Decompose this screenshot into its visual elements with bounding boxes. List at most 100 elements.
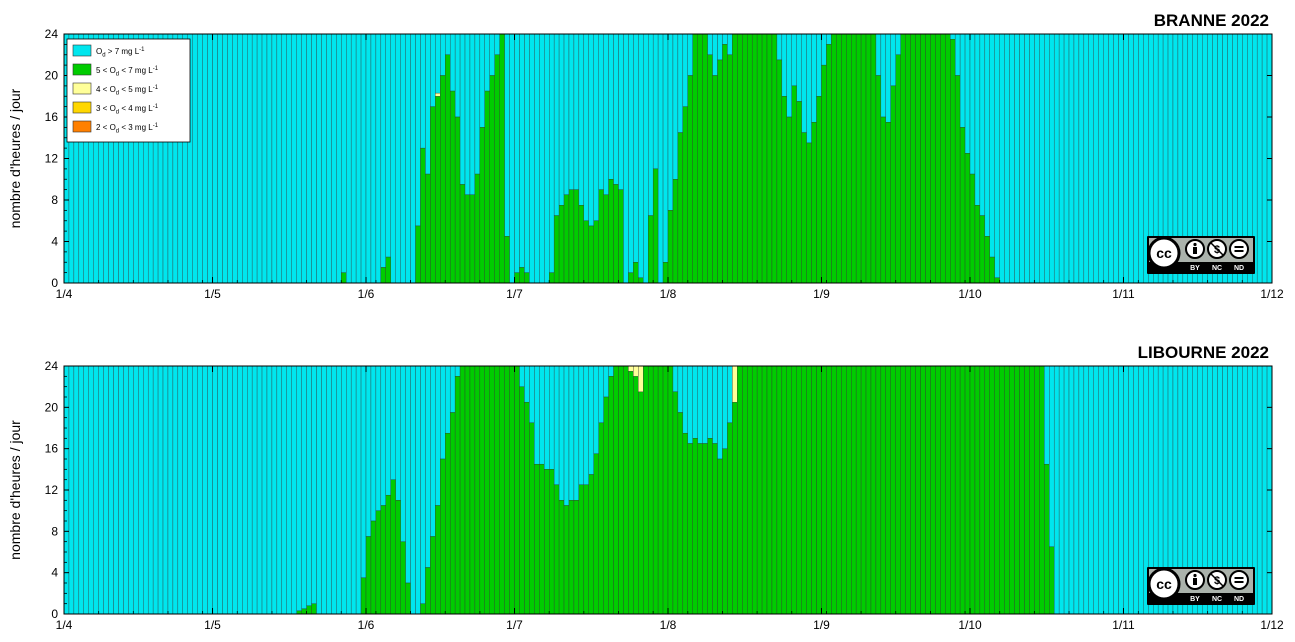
by-icon bbox=[1185, 239, 1205, 259]
bar-od-above-7 bbox=[445, 33, 451, 55]
bar-od-5-7 bbox=[855, 365, 862, 615]
bar-od-5-7 bbox=[370, 520, 377, 615]
bar-od-above-7 bbox=[558, 365, 565, 501]
bar-od-above-7 bbox=[306, 33, 312, 284]
bar-od-above-7 bbox=[1138, 365, 1144, 615]
bar-od-5-7 bbox=[791, 365, 797, 615]
bar-od-above-7 bbox=[657, 33, 664, 284]
bar-od-above-7 bbox=[281, 365, 287, 615]
bar-od-above-7 bbox=[672, 33, 679, 180]
bar-od-above-7 bbox=[157, 365, 164, 615]
bar-od-5-7 bbox=[652, 168, 659, 284]
y-tick-label: 12 bbox=[45, 152, 59, 166]
bar-od-5-7 bbox=[717, 59, 723, 284]
bar-od-above-7 bbox=[776, 33, 783, 61]
bar-od-5-7 bbox=[301, 608, 307, 615]
bar-od-above-7 bbox=[296, 365, 302, 612]
bar-od-above-7 bbox=[583, 33, 589, 221]
bar-od-5-7 bbox=[1044, 463, 1050, 615]
bar-od-above-7 bbox=[435, 365, 441, 506]
bar-od-5-7 bbox=[454, 376, 461, 615]
bar-od-5-7 bbox=[761, 365, 768, 615]
bar-od-5-7 bbox=[672, 179, 679, 284]
bar-od-above-7 bbox=[1103, 365, 1109, 615]
bar-od-5-7 bbox=[534, 463, 540, 615]
bar-od-above-7 bbox=[321, 33, 327, 284]
bar-od-5-7 bbox=[380, 267, 386, 284]
bar-od-5-7 bbox=[969, 365, 976, 615]
bar-od-above-7 bbox=[187, 365, 193, 615]
bar-od-5-7 bbox=[425, 173, 431, 284]
bar-od-5-7 bbox=[549, 272, 555, 284]
x-tick-label: 1/9 bbox=[813, 618, 830, 632]
bar-od-5-7 bbox=[618, 189, 624, 284]
bar-od-above-7 bbox=[588, 33, 594, 227]
bar-od-5-7 bbox=[578, 484, 585, 615]
bar-od-5-7 bbox=[747, 365, 753, 615]
chart-panel-1: 0 4 8 12 16 20 24 1/4 1/5 1/6 1/7 1/8 1/9 1/10 1/11 1/1… bbox=[7, 11, 1284, 301]
bar-od-above-7 bbox=[727, 33, 733, 55]
bar-od-above-7 bbox=[261, 365, 268, 615]
bar-od-above-7 bbox=[1058, 33, 1065, 284]
bar-od-above-7 bbox=[539, 33, 545, 284]
y-tick-label: 16 bbox=[45, 110, 59, 124]
bar-od-5-7 bbox=[722, 44, 728, 284]
bar-od-above-7 bbox=[1123, 365, 1129, 615]
bar-od-5-7 bbox=[905, 33, 911, 284]
bar-od-5-7 bbox=[435, 96, 441, 284]
bar-od-5-7 bbox=[925, 365, 931, 615]
bar-od-above-7 bbox=[1044, 33, 1050, 284]
nd-bar-2 bbox=[1234, 581, 1244, 583]
bar-od-5-7 bbox=[771, 33, 778, 284]
bar-od-above-7 bbox=[1088, 365, 1094, 615]
bar-od-5-7 bbox=[950, 39, 956, 284]
bar-od-above-7 bbox=[138, 365, 144, 615]
bar-od-above-7 bbox=[1261, 365, 1268, 615]
y-axis-label: nombre d'heures / jour bbox=[7, 88, 23, 228]
badge-label: BY bbox=[1190, 596, 1200, 603]
bar-od-above-7 bbox=[1044, 365, 1050, 465]
bar-od-above-7 bbox=[370, 33, 377, 284]
bar-od-5-7 bbox=[385, 494, 391, 615]
bar-od-5-7 bbox=[756, 33, 763, 284]
bar-od-above-7 bbox=[722, 33, 728, 45]
bar-od-above-7 bbox=[598, 365, 604, 424]
bar-od-above-7 bbox=[994, 33, 1000, 278]
bar-od-above-7 bbox=[1034, 33, 1040, 284]
bar-od-above-7 bbox=[682, 365, 688, 434]
bar-od-above-7 bbox=[1039, 33, 1045, 284]
bar-od-above-7 bbox=[360, 33, 367, 284]
bar-od-5-7 bbox=[697, 443, 703, 615]
bar-od-above-7 bbox=[677, 365, 684, 413]
bar-od-5-7 bbox=[885, 365, 891, 615]
bar-od-5-7 bbox=[687, 443, 693, 615]
bar-od-above-7 bbox=[1063, 365, 1070, 615]
bar-od-above-7 bbox=[534, 33, 540, 284]
bar-od-above-7 bbox=[519, 33, 525, 268]
bar-od-above-7 bbox=[712, 33, 718, 76]
bar-od-5-7 bbox=[420, 603, 426, 615]
bar-od-5-7 bbox=[563, 505, 570, 615]
nd-icon bbox=[1229, 239, 1249, 259]
bar-od-above-7 bbox=[360, 365, 367, 579]
y-tick-label: 24 bbox=[45, 27, 59, 41]
bar-od-5-7 bbox=[430, 536, 436, 615]
bar-od-above-7 bbox=[514, 33, 520, 273]
bar-od-above-7 bbox=[212, 365, 218, 615]
bar-od-5-7 bbox=[553, 215, 560, 284]
bar-od-above-7 bbox=[336, 33, 342, 284]
bar-od-5-7 bbox=[841, 33, 847, 284]
bar-od-above-7 bbox=[672, 365, 679, 393]
bar-od-5-7 bbox=[860, 33, 867, 284]
bar-od-above-7 bbox=[1108, 365, 1114, 615]
bar-od-above-7 bbox=[341, 365, 347, 615]
bar-od-above-7 bbox=[415, 33, 421, 227]
bars-group bbox=[63, 33, 1273, 284]
bar-od-above-7 bbox=[692, 365, 698, 439]
bar-od-5-7 bbox=[791, 85, 797, 284]
bar-od-5-7 bbox=[935, 33, 941, 284]
bar-od-5-7 bbox=[380, 505, 386, 615]
bar-od-5-7 bbox=[484, 90, 490, 284]
bar-od-5-7 bbox=[489, 365, 495, 615]
bar-od-5-7 bbox=[459, 365, 466, 615]
